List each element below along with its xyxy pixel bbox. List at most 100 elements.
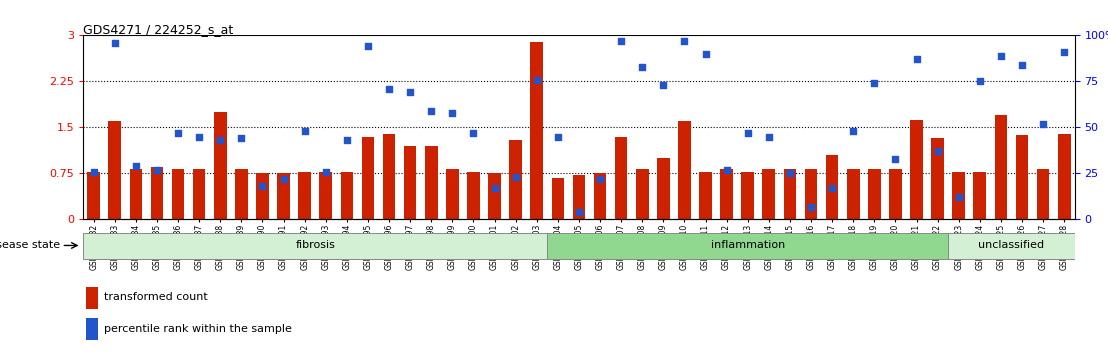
Bar [974,172,986,219]
Point [85,169,103,175]
Point [275,176,293,182]
Point [401,90,419,95]
Point [592,176,609,182]
Point [148,167,166,173]
Bar [948,233,1075,259]
Bar [720,169,733,219]
Point [296,128,314,134]
Bar [847,169,860,219]
Point [760,134,778,139]
Bar [995,115,1007,219]
Bar [447,169,459,219]
Text: percentile rank within the sample: percentile rank within the sample [104,324,293,334]
Point [739,130,757,136]
Bar [552,178,564,219]
Point [992,53,1009,58]
Point [212,137,229,143]
Point [1034,121,1051,127]
Bar [109,121,121,219]
Point [950,195,967,200]
Point [613,38,630,44]
Bar [762,169,776,219]
Point [191,134,208,139]
Point [422,108,440,114]
Bar [547,233,948,259]
Point [254,183,271,189]
Point [929,149,946,154]
Bar [403,146,417,219]
Point [506,174,524,180]
Bar [235,169,248,219]
Bar [382,133,396,219]
Bar [783,169,797,219]
Point [802,204,820,210]
Point [359,44,377,49]
Bar [1058,133,1070,219]
Bar [699,172,711,219]
Bar [214,112,226,219]
Point [464,130,482,136]
Bar [678,121,690,219]
Point [570,209,587,215]
Point [317,169,335,175]
Point [485,185,503,191]
Bar [86,287,98,309]
Point [443,110,461,115]
Point [886,156,904,161]
Point [718,167,736,173]
Bar [657,158,669,219]
Bar [1016,135,1028,219]
Point [527,77,545,82]
Bar [193,169,205,219]
Point [233,136,250,141]
Bar [256,173,269,219]
Bar [130,169,142,219]
Bar [489,173,501,219]
Point [697,51,715,57]
Point [106,40,124,46]
Bar [953,172,965,219]
Bar [86,318,98,340]
Bar [825,155,839,219]
Point [907,57,925,62]
Bar [298,172,311,219]
Point [548,134,566,139]
Point [971,79,988,84]
Point [823,185,841,191]
Point [676,38,694,44]
Text: inflammation: inflammation [710,240,784,251]
Bar [277,173,290,219]
Point [865,80,883,86]
Bar [594,173,606,219]
Bar [151,167,163,219]
Bar [615,137,627,219]
Point [844,128,862,134]
Point [655,82,673,88]
Bar [172,169,184,219]
Bar [741,172,755,219]
Point [781,171,799,176]
Bar [531,41,543,219]
Text: transformed count: transformed count [104,292,208,302]
Bar [932,138,944,219]
Bar [636,169,648,219]
Bar [910,120,923,219]
Bar [868,169,881,219]
Bar [424,146,438,219]
Bar [1037,169,1049,219]
Bar [88,172,100,219]
Bar [361,137,375,219]
Bar [804,169,818,219]
Point [338,137,356,143]
Bar [319,172,332,219]
Point [127,163,145,169]
Bar [468,172,480,219]
Point [170,130,187,136]
Bar [510,140,522,219]
Bar [573,175,585,219]
Bar [889,169,902,219]
Point [1013,62,1030,68]
Point [380,86,398,92]
Text: GDS4271 / 224252_s_at: GDS4271 / 224252_s_at [83,23,234,36]
Text: unclassified: unclassified [978,240,1045,251]
